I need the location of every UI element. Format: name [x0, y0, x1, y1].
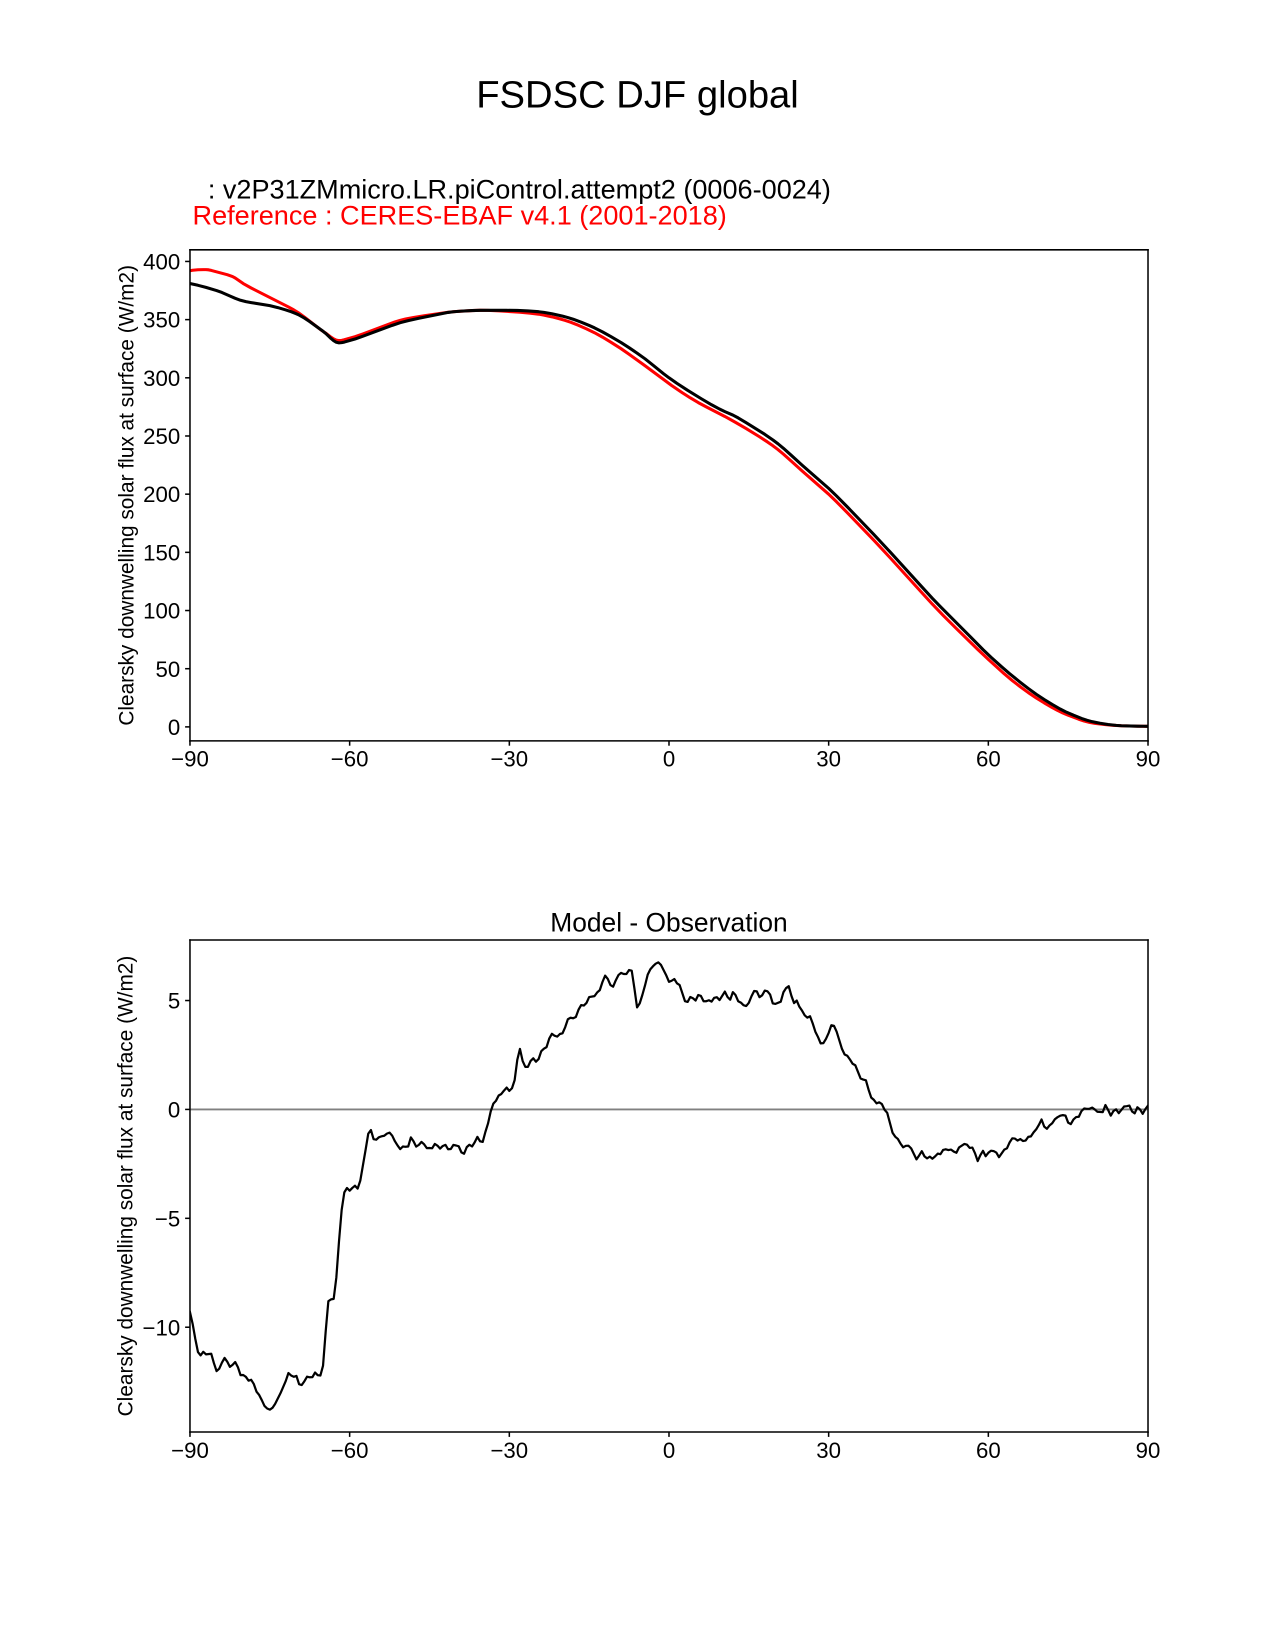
svg-text:−60: −60 — [331, 747, 369, 772]
svg-text:−90: −90 — [171, 747, 209, 772]
svg-text:90: 90 — [1136, 747, 1161, 772]
svg-text:350: 350 — [143, 308, 180, 333]
svg-text:Reference : CERES-EBAF v4.1 (2: Reference : CERES-EBAF v4.1 (2001-2018) — [193, 200, 727, 231]
svg-text:0: 0 — [663, 1438, 675, 1463]
svg-text:−30: −30 — [490, 1438, 528, 1463]
svg-text:−5: −5 — [155, 1206, 180, 1231]
svg-text:Clearsky downwelling solar flu: Clearsky downwelling solar flux at surfa… — [115, 265, 138, 726]
svg-text:−90: −90 — [171, 1438, 209, 1463]
svg-text:400: 400 — [143, 249, 180, 274]
svg-text:60: 60 — [976, 747, 1001, 772]
svg-text:−60: −60 — [331, 1438, 369, 1463]
svg-text:100: 100 — [143, 599, 180, 624]
svg-text:0: 0 — [663, 747, 675, 772]
svg-text:Clearsky downwelling solar flu: Clearsky downwelling solar flux at surfa… — [115, 956, 138, 1417]
svg-text:FSDSC DJF global: FSDSC DJF global — [476, 74, 799, 117]
svg-text:30: 30 — [816, 1438, 841, 1463]
svg-text:30: 30 — [816, 747, 841, 772]
svg-text:−30: −30 — [490, 747, 528, 772]
svg-text:50: 50 — [156, 657, 181, 682]
svg-text:60: 60 — [976, 1438, 1001, 1463]
svg-text:5: 5 — [168, 989, 180, 1014]
svg-text:0: 0 — [168, 1097, 180, 1122]
svg-text:150: 150 — [143, 540, 180, 565]
svg-text:Model - Observation: Model - Observation — [550, 908, 787, 938]
svg-text:0: 0 — [168, 715, 180, 740]
svg-text:90: 90 — [1136, 1438, 1161, 1463]
svg-text:−10: −10 — [143, 1315, 181, 1340]
svg-text:200: 200 — [143, 482, 180, 507]
svg-text:300: 300 — [143, 366, 180, 391]
svg-text:250: 250 — [143, 424, 180, 449]
